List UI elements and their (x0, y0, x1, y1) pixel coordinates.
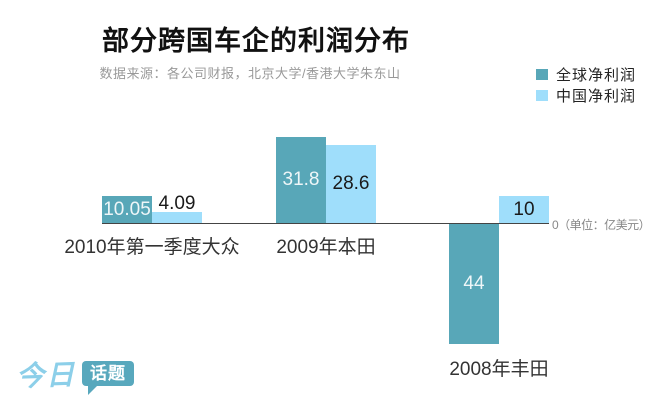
today-topic-logo: 今日 话题 (16, 352, 156, 397)
category-label: 2008年丰田 (449, 359, 549, 380)
speech-bubble-tail-icon (88, 385, 98, 395)
bar-中国净利润-2010年第一季度大众 (152, 212, 202, 223)
legend-label-global: 全球净利润 (556, 66, 637, 84)
bar-value-label: 28.6 (332, 173, 370, 194)
category-label: 2009年本田 (276, 237, 376, 258)
bar-value-label: 4.09 (158, 193, 196, 214)
category-label: 2010年第一季度大众 (64, 237, 240, 258)
bar-value-label: 10 (513, 199, 535, 220)
axis-unit-label: 0（单位：亿美元） (552, 218, 651, 232)
legend-item-china: 中国净利润 (536, 87, 637, 105)
zero-axis-line (102, 223, 549, 224)
legend-swatch-china-icon (536, 89, 548, 101)
data-source-note: 数据来源：各公司财报，北京大学/香港大学朱东山 (99, 66, 401, 81)
logo-badge-text: 话题 (82, 361, 134, 386)
bar-value-label: 31.8 (282, 169, 320, 190)
bar-全球净利润-2010年第一季度大众 (102, 196, 152, 223)
legend-swatch-global-icon (536, 68, 548, 80)
page-title: 部分跨国车企的利润分布 (102, 26, 410, 56)
logo-brand-text: 今日 (15, 358, 77, 393)
bar-全球净利润-2009年本田 (276, 137, 326, 223)
bar-value-label: 10.05 (103, 199, 151, 220)
bar-中国净利润-2008年丰田 (499, 196, 549, 223)
bar-全球净利润-2008年丰田 (449, 224, 499, 344)
bar-value-label: 44 (463, 273, 485, 294)
legend-label-china: 中国净利润 (556, 87, 637, 105)
legend-item-global: 全球净利润 (536, 66, 637, 84)
bar-中国净利润-2009年本田 (326, 145, 376, 223)
